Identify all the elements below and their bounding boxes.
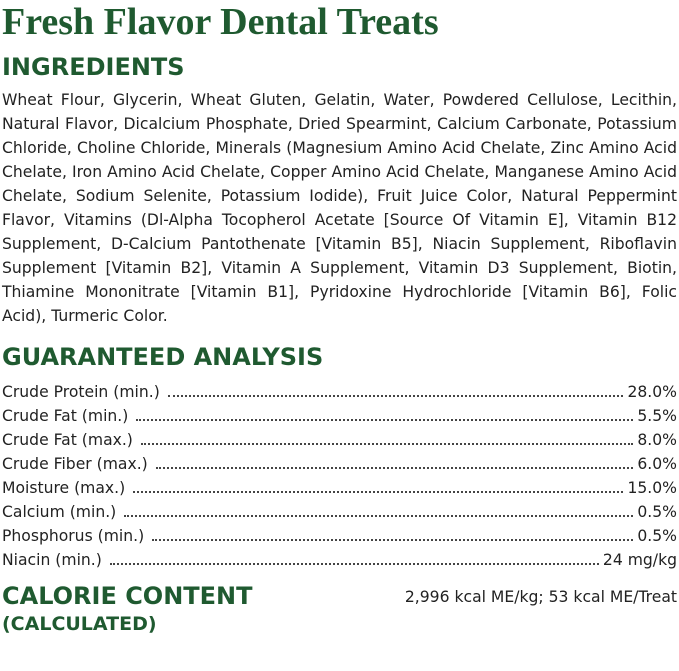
nutrient-name: Crude Fiber (max.)	[2, 455, 148, 473]
dot-leader	[133, 491, 624, 493]
analysis-row: Calcium (min.) 0.5%	[2, 500, 677, 524]
nutrient-name: Moisture (max.)	[2, 479, 126, 497]
nutrient-value: 6.0%	[637, 455, 677, 473]
analysis-row: Crude Fiber (max.) 6.0%	[2, 452, 677, 476]
guaranteed-analysis: GUARANTEED ANALYSIS Crude Protein (min.)…	[0, 340, 679, 572]
analysis-rows: Crude Protein (min.) 28.0% Crude Fat (min.…	[0, 380, 679, 572]
dot-leader	[136, 419, 634, 421]
nutrient-name: Niacin (min.)	[2, 551, 102, 569]
analysis-row: Phosphorus (min.) 0.5%	[2, 524, 677, 548]
analysis-row: Crude Fat (max.) 8.0%	[2, 428, 677, 452]
nutrient-value: 0.5%	[637, 503, 677, 521]
dot-leader	[152, 539, 634, 541]
analysis-row: Crude Fat (min.) 5.5%	[2, 404, 677, 428]
title: Fresh Flavor Dental Treats	[2, 1, 439, 43]
calorie-content: CALORIE CONTENT (CALCULATED) 2,996 kcal …	[0, 582, 679, 638]
analysis-row: Niacin (min.) 24 mg/kg	[2, 548, 677, 572]
analysis-row: Crude Protein (min.) 28.0%	[2, 380, 677, 404]
dot-leader	[155, 467, 634, 469]
nutrient-name: Crude Protein (min.)	[2, 383, 160, 401]
section-heading: INGREDIENTS	[2, 53, 185, 81]
dot-leader	[140, 443, 634, 445]
nutrient-value: 24 mg/kg	[602, 551, 677, 569]
nutrient-value: 8.0%	[637, 431, 677, 449]
section-heading: GUARANTEED ANALYSIS	[2, 343, 324, 371]
nutrient-name: Phosphorus (min.)	[2, 527, 145, 545]
section-subheading: (CALCULATED)	[2, 613, 157, 635]
ingredients-text: Wheat Flour, Glycerin, Wheat Gluten, Gel…	[2, 91, 677, 325]
analysis-row: Moisture (max.) 15.0%	[2, 476, 677, 500]
nutrient-value: 0.5%	[637, 527, 677, 545]
nutrient-value: 5.5%	[637, 407, 677, 425]
dot-leader	[167, 395, 624, 397]
nutrient-name: Calcium (min.)	[2, 503, 117, 521]
dot-leader	[109, 563, 599, 565]
calorie-value: 2,996 kcal ME/kg; 53 kcal ME/Treat	[404, 588, 677, 606]
nutrient-value: 28.0%	[627, 383, 677, 401]
nutrient-name: Crude Fat (max.)	[2, 431, 133, 449]
section-heading: CALORIE CONTENT	[2, 582, 253, 610]
calorie-heading: CALORIE CONTENT (CALCULATED)	[2, 582, 253, 638]
dot-leader	[124, 515, 634, 517]
nutrient-value: 15.0%	[627, 479, 677, 497]
nutrient-name: Crude Fat (min.)	[2, 407, 129, 425]
ingredients: INGREDIENTS Wheat Flour, Glycerin, Wheat…	[0, 50, 679, 328]
